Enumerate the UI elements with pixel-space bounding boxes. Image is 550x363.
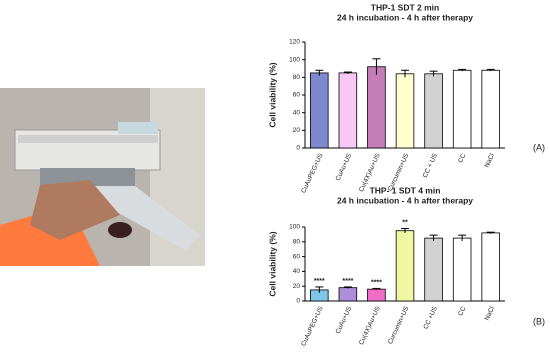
y-tick-label: 100 <box>289 224 300 231</box>
bar <box>424 73 443 149</box>
panel-label: (A) <box>533 142 545 152</box>
x-tick-label: NaCl <box>484 305 497 322</box>
x-tick-label: CC <box>457 305 467 317</box>
x-tick-label: CC + US <box>422 152 440 179</box>
y-tick-label: 40 <box>293 268 301 275</box>
chart-title: THP-1 SDT 2 min <box>371 2 439 12</box>
y-tick-label: 0 <box>296 145 300 152</box>
bar <box>424 237 443 302</box>
significance-label: **** <box>314 278 325 285</box>
y-tick-label: 40 <box>293 109 301 116</box>
x-tick-label: CuAu+US <box>335 152 354 182</box>
x-tick-label: CuAuPEG+US <box>300 305 325 347</box>
x-tick-label: NaCl <box>484 152 497 169</box>
significance-label: ** <box>402 219 408 226</box>
y-axis-label: Cell viability (%) <box>267 231 277 296</box>
x-tick-label: Cu(4X)Au+US <box>358 305 382 346</box>
x-tick-label: CuAu+US <box>335 305 354 335</box>
bar <box>395 73 415 149</box>
chart-subtitle: 24 h incubation - 4 h after therapy <box>337 195 473 205</box>
bar <box>452 69 472 149</box>
bar <box>452 237 472 302</box>
x-tick-label: CC +US <box>422 305 439 330</box>
y-tick-label: 100 <box>289 56 300 63</box>
bar <box>367 288 386 302</box>
significance-label: **** <box>342 278 353 285</box>
bar <box>481 69 500 149</box>
photo <box>0 88 205 266</box>
bar <box>395 230 415 302</box>
y-tick-label: 20 <box>293 127 301 134</box>
x-tick-label: CC <box>457 152 467 164</box>
bar <box>338 287 358 302</box>
y-tick-label: 20 <box>293 283 301 290</box>
y-tick-label: 60 <box>293 253 301 260</box>
y-axis-label: Cell viability (%) <box>267 62 277 127</box>
bar <box>481 232 500 302</box>
bar <box>310 72 329 149</box>
panel-label: (B) <box>533 316 545 326</box>
y-tick-label: 80 <box>293 74 301 81</box>
y-tick-label: 60 <box>293 92 301 99</box>
y-tick-label: 0 <box>296 298 300 305</box>
x-tick-label: Curcumin+US <box>387 305 411 345</box>
bar <box>367 66 386 149</box>
significance-label: **** <box>371 279 382 286</box>
bar <box>338 72 358 149</box>
chart-title: THP- 1 SDT 4 min <box>370 185 441 195</box>
chart-subtitle: 24 h incubation - 4 h after therapy <box>337 12 473 22</box>
x-tick-label: CuAuPEG+US <box>300 152 325 194</box>
y-tick-label: 120 <box>289 39 300 46</box>
y-tick-label: 80 <box>293 239 301 246</box>
